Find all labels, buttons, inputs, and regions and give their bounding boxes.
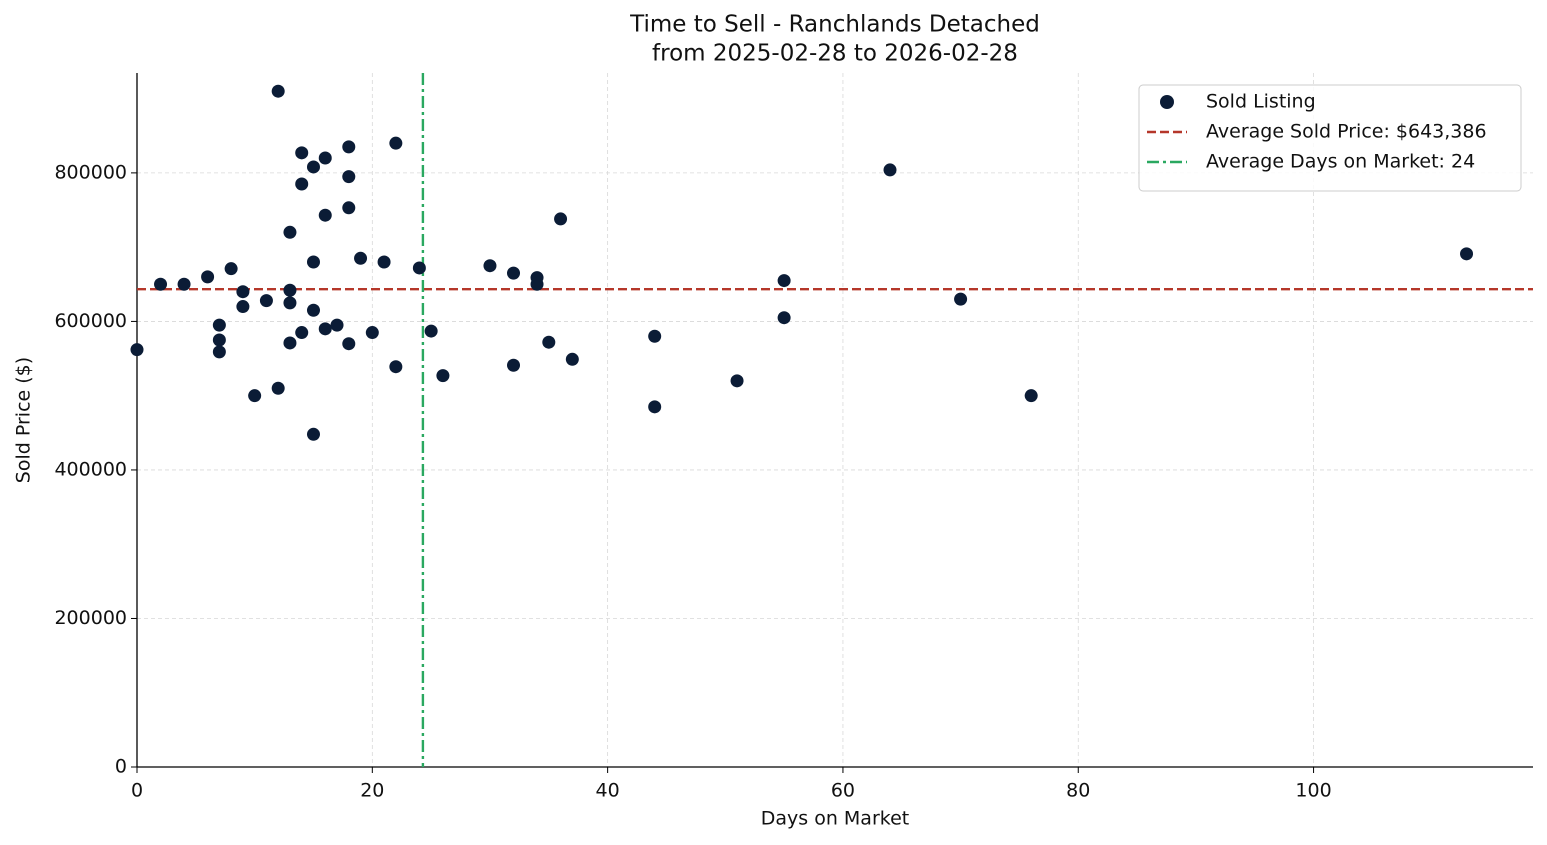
data-point — [507, 266, 521, 280]
y-tick-label: 200000 — [54, 607, 127, 629]
data-point — [507, 358, 521, 372]
legend-label: Sold Listing — [1206, 91, 1316, 113]
y-axis-label: Sold Price ($) — [13, 357, 35, 483]
data-point — [342, 337, 356, 351]
data-point — [306, 427, 320, 441]
data-point — [777, 311, 791, 325]
data-point — [365, 326, 379, 340]
data-point — [389, 136, 403, 150]
x-tick-label: 40 — [596, 780, 620, 802]
data-point — [295, 177, 309, 191]
chart-subtitle: from 2025-02-28 to 2026-02-28 — [652, 41, 1018, 67]
data-point — [236, 285, 250, 299]
data-point — [954, 292, 968, 306]
x-tick-label: 60 — [831, 780, 855, 802]
legend-marker — [1160, 95, 1174, 109]
data-point — [730, 374, 744, 388]
data-point — [224, 262, 238, 276]
legend-label: Average Sold Price: $643,386 — [1206, 121, 1487, 143]
data-point — [565, 352, 579, 366]
data-point — [306, 160, 320, 174]
data-point — [342, 140, 356, 154]
data-point — [306, 303, 320, 317]
data-point — [271, 381, 285, 395]
data-point — [542, 335, 556, 349]
data-point — [271, 84, 285, 98]
y-tick-label: 0 — [115, 756, 127, 778]
y-tick-label: 600000 — [54, 310, 127, 332]
data-point — [554, 212, 568, 226]
data-point — [777, 274, 791, 288]
data-point — [306, 255, 320, 269]
data-point — [212, 345, 226, 359]
data-point — [283, 336, 297, 350]
data-point — [483, 259, 497, 273]
data-point — [283, 283, 297, 297]
data-point — [330, 318, 344, 332]
x-tick-label: 20 — [360, 780, 384, 802]
x-tick-label: 80 — [1066, 780, 1090, 802]
chart-title: Time to Sell - Ranchlands Detached — [629, 12, 1040, 38]
legend-label: Average Days on Market: 24 — [1206, 151, 1475, 173]
data-point — [318, 208, 332, 222]
legend-box — [1138, 84, 1522, 192]
data-point — [883, 163, 897, 177]
data-point — [377, 255, 391, 269]
data-point — [424, 324, 438, 338]
x-axis-label: Days on Market — [761, 808, 909, 830]
x-tick-label: 0 — [131, 780, 143, 802]
data-point — [318, 151, 332, 165]
data-point — [1024, 389, 1038, 403]
data-point — [389, 360, 403, 374]
data-point — [530, 277, 544, 291]
data-point — [259, 294, 273, 308]
data-point — [283, 225, 297, 239]
data-point — [212, 333, 226, 347]
data-point — [283, 296, 297, 310]
y-tick-label: 800000 — [54, 161, 127, 183]
data-point — [436, 369, 450, 383]
x-tick-label: 100 — [1295, 780, 1331, 802]
data-point — [648, 400, 662, 414]
y-tick-label: 400000 — [54, 458, 127, 480]
data-point — [154, 277, 168, 291]
data-point — [354, 251, 368, 265]
data-point — [318, 322, 332, 336]
data-point — [212, 318, 226, 332]
data-point — [130, 343, 144, 357]
data-point — [295, 326, 309, 340]
data-point — [1460, 247, 1474, 261]
data-point — [248, 389, 262, 403]
data-point — [236, 300, 250, 314]
data-point — [201, 270, 215, 284]
data-point — [295, 146, 309, 160]
data-point — [342, 201, 356, 215]
data-point — [342, 170, 356, 184]
data-point — [412, 261, 426, 275]
data-point — [648, 329, 662, 343]
data-point — [177, 277, 191, 291]
